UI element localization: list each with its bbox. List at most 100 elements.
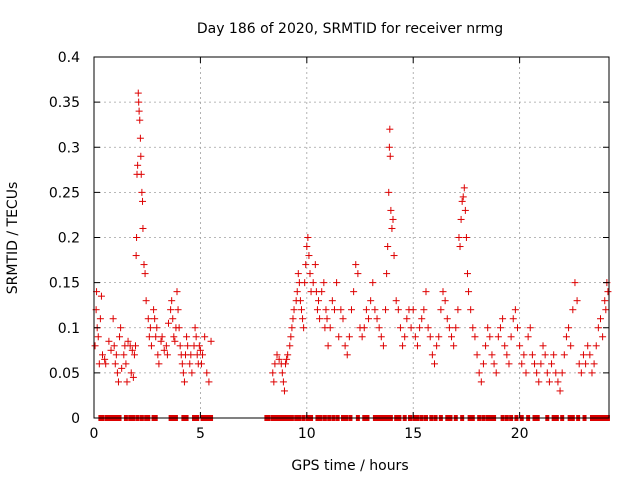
data-point	[507, 333, 515, 341]
data-point	[352, 261, 360, 269]
data-point	[282, 360, 290, 368]
data-point	[296, 297, 304, 305]
data-point	[471, 333, 479, 341]
data-point	[573, 297, 581, 305]
data-point	[496, 324, 504, 332]
data-point	[505, 360, 513, 368]
data-point	[289, 315, 297, 323]
data-point	[184, 342, 192, 350]
data-point	[426, 333, 434, 341]
data-point	[467, 306, 475, 314]
data-point	[99, 351, 107, 359]
data-point	[105, 337, 113, 345]
data-point	[118, 364, 126, 372]
axis-ticks	[93, 56, 609, 419]
data-point	[455, 234, 463, 241]
data-point	[269, 369, 277, 377]
data-point	[135, 107, 143, 115]
data-point	[456, 243, 464, 251]
data-point	[379, 342, 387, 350]
data-point	[138, 188, 146, 196]
data-point	[197, 360, 205, 368]
y-tick-label: 0.1	[58, 321, 80, 337]
data-point	[513, 324, 521, 332]
data-point	[110, 342, 118, 350]
x-tick-label: 10	[298, 426, 316, 442]
data-point	[418, 315, 426, 323]
data-point	[509, 315, 517, 323]
y-axis-label: SRMTID / TECUs	[5, 182, 21, 295]
data-point	[518, 360, 526, 368]
data-point	[160, 346, 168, 354]
data-point	[136, 134, 144, 142]
data-point	[377, 333, 385, 341]
y-tick-label: 0.3	[58, 140, 80, 156]
data-point	[117, 324, 125, 332]
data-point	[303, 243, 311, 251]
data-point	[97, 292, 105, 300]
data-point	[394, 306, 402, 314]
data-point	[490, 360, 498, 368]
data-point	[473, 351, 481, 359]
data-point	[545, 378, 553, 386]
data-point	[175, 324, 183, 332]
data-point	[300, 324, 308, 332]
data-point	[151, 315, 159, 323]
data-point	[339, 315, 347, 323]
data-point	[511, 306, 519, 314]
data-point	[479, 360, 487, 368]
data-point	[123, 378, 131, 386]
data-point	[586, 351, 594, 359]
data-point	[137, 170, 145, 178]
data-point	[113, 369, 121, 377]
data-point	[288, 324, 296, 332]
data-point	[457, 215, 465, 223]
data-point	[270, 378, 278, 386]
data-point	[139, 224, 147, 232]
data-point	[524, 333, 532, 341]
data-point	[499, 315, 507, 323]
data-point	[531, 360, 539, 368]
data-point	[304, 234, 312, 241]
data-point	[179, 369, 187, 377]
x-axis-label: GPS time / hours	[291, 458, 408, 474]
data-point	[345, 333, 353, 341]
data-point	[584, 342, 592, 350]
data-point	[299, 315, 307, 323]
data-point	[326, 324, 334, 332]
data-point	[435, 333, 443, 341]
data-point	[186, 360, 194, 368]
data-point	[590, 360, 598, 368]
data-point	[416, 324, 424, 332]
data-point	[348, 306, 355, 314]
data-point	[144, 315, 152, 323]
data-point	[533, 369, 541, 377]
data-point	[120, 351, 128, 359]
data-point	[503, 351, 511, 359]
data-point	[132, 252, 140, 260]
data-point	[541, 351, 549, 359]
data-point	[528, 351, 536, 359]
data-point	[522, 369, 530, 377]
data-point	[127, 369, 135, 377]
data-point	[316, 315, 324, 323]
data-point	[280, 387, 288, 395]
data-point	[109, 315, 117, 323]
data-point	[360, 324, 368, 332]
data-point	[552, 369, 560, 377]
data-point	[433, 342, 441, 350]
data-point	[599, 333, 607, 341]
data-point	[601, 297, 609, 305]
data-point	[207, 337, 215, 345]
data-point	[141, 270, 149, 278]
data-point	[577, 369, 585, 377]
data-point	[95, 360, 103, 368]
data-point	[142, 297, 150, 305]
data-point	[306, 270, 314, 278]
x-tick-labels: 0 5 10 15 20	[90, 426, 529, 442]
data-point	[386, 125, 394, 133]
data-point	[328, 297, 336, 305]
data-point	[452, 324, 460, 332]
data-point	[170, 333, 178, 341]
data-point	[445, 324, 453, 332]
